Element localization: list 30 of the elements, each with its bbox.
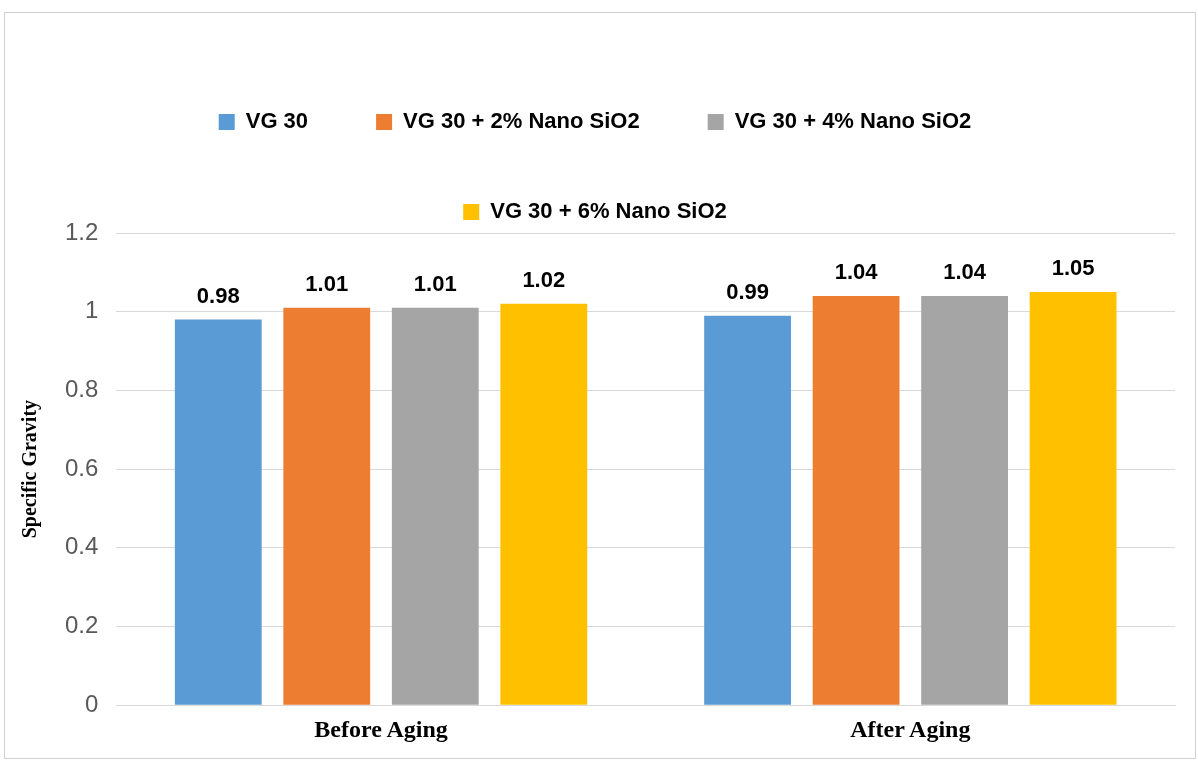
- bar: [391, 307, 479, 705]
- data-label: 0.99: [726, 278, 769, 304]
- data-label: 1.04: [834, 259, 879, 285]
- y-axis-title: Specific Gravity: [18, 399, 42, 539]
- bar: [1029, 292, 1117, 705]
- y-tick-label: 0: [85, 689, 99, 717]
- y-tick-label: 0.2: [64, 611, 99, 639]
- y-tick-label: 0.8: [64, 375, 99, 403]
- y-tick-label: 0.6: [64, 453, 99, 481]
- data-label: 0.98: [196, 282, 240, 308]
- x-tick-label: Before Aging: [314, 715, 448, 742]
- legend-label: VG 30: [245, 108, 309, 134]
- x-tick-label: After Aging: [850, 715, 971, 742]
- data-label: 1.01: [305, 270, 349, 296]
- bar: [500, 303, 588, 705]
- data-label: 1.01: [413, 270, 457, 296]
- data-label: 1.04: [943, 259, 987, 285]
- bar: [812, 295, 900, 705]
- data-label: 1.02: [522, 266, 566, 292]
- bar: [704, 315, 791, 705]
- data-label: 1.05: [1051, 255, 1095, 281]
- y-tick-label: 1.2: [64, 217, 99, 245]
- legend-label: VG 30 + 2% Nano SiO2: [403, 108, 640, 134]
- bar: [174, 319, 262, 705]
- legend-label: VG 30 + 6% Nano SiO2: [490, 198, 727, 224]
- legend-label: VG 30 + 4% Nano SiO2: [734, 108, 972, 134]
- bar: [283, 307, 371, 705]
- y-tick-label: 1: [85, 296, 99, 324]
- y-tick-label: 0.4: [64, 532, 99, 560]
- bar: [921, 295, 1008, 705]
